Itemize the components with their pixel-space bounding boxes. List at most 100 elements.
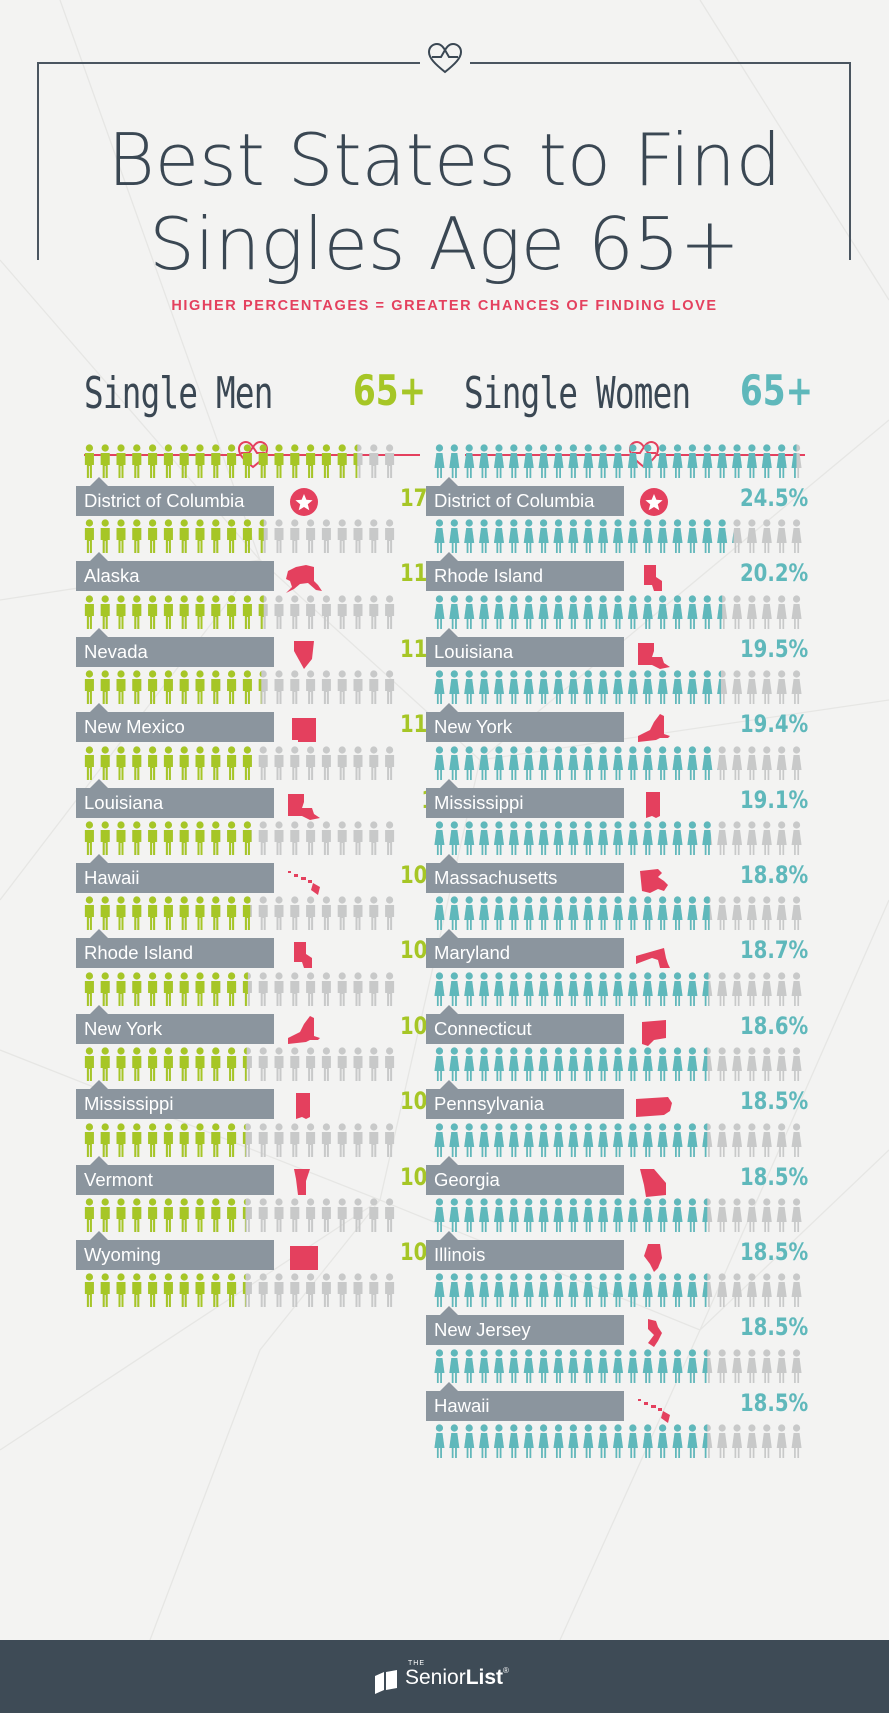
women-icon-bar-12	[434, 1349, 802, 1383]
women-column-title: Single Women	[464, 368, 691, 419]
wyoming-icon	[290, 1246, 318, 1270]
women-percentage: 18.5%	[739, 1162, 808, 1191]
women-state-label: New Jersey	[426, 1306, 624, 1346]
nevada-icon	[294, 640, 314, 669]
men-row-1: Alaska11.5%	[76, 552, 468, 594]
men-row-4: Louisiana11%	[76, 778, 468, 820]
massachusetts-icon	[640, 869, 668, 893]
book-icon	[375, 1670, 397, 1694]
hawaii-icon	[638, 1398, 670, 1423]
frame-left	[37, 62, 39, 260]
women-row-0: District of Columbia 24.5%	[426, 477, 808, 516]
men-icon-bar-3	[84, 670, 395, 705]
men-icon-bar-8	[84, 1047, 395, 1082]
georgia-icon	[640, 1168, 666, 1197]
women-row-6: Maryland 18.7%	[426, 929, 808, 969]
men-column-age: 65+	[353, 366, 427, 415]
men-state-label: New Mexico	[76, 703, 274, 743]
logo-reg: ®	[503, 1666, 509, 1675]
alaska-icon	[286, 565, 322, 594]
logo-list: List	[465, 1666, 504, 1689]
illinois-icon	[644, 1244, 662, 1272]
women-state-label: New York	[426, 703, 624, 743]
new-york-icon	[638, 714, 670, 743]
women-percentage: 18.5%	[739, 1388, 808, 1417]
connecticut-icon	[642, 1019, 666, 1046]
logo-wordmark: SeniorList®	[405, 1666, 509, 1690]
men-row-10: Wyoming10.3%	[76, 1231, 468, 1270]
logo-the: THE	[408, 1660, 425, 1667]
women-row-3: New York 19.4%	[426, 703, 808, 743]
women-icon-bar-final	[434, 1424, 802, 1459]
men-state-label: New York	[76, 1004, 274, 1044]
women-icon-bar-1	[434, 519, 802, 554]
men-row-0: District of Columbia17.4%	[76, 477, 468, 516]
footer	[0, 1640, 889, 1713]
women-icon-bar-2	[434, 595, 802, 629]
men-icon-bar-0	[84, 444, 395, 478]
logo-senior: Senior	[405, 1666, 466, 1689]
women-percentage: 18.5%	[739, 1238, 808, 1266]
men-row-7: New York10.5%	[76, 1004, 468, 1044]
men-row-8: Mississippi10.4%	[76, 1080, 468, 1120]
mississippi-icon	[296, 1093, 310, 1120]
women-row-2: Louisiana 19.5%	[426, 627, 808, 669]
men-state-label: Louisiana	[76, 778, 274, 818]
women-state-label: Connecticut	[426, 1004, 624, 1044]
women-percentage: 18.5%	[739, 1313, 808, 1342]
women-icon-bar-5	[434, 821, 802, 855]
women-icon-bar-4	[434, 745, 802, 780]
pennsylvania-icon	[636, 1097, 672, 1118]
senior-list-logo: THE SeniorList®	[370, 1660, 530, 1700]
men-icon-bar-1	[84, 519, 395, 554]
women-state-label: Rhode Island	[426, 552, 624, 592]
men-icon-bar-final	[84, 1273, 395, 1308]
men-row-9: Vermont10.3%	[76, 1155, 468, 1195]
hawaii-icon	[288, 871, 320, 895]
women-row-8: Pennsylvania 18.5%	[426, 1080, 808, 1120]
page-title-line-1: Best States to Find	[107, 118, 782, 202]
men-icon-bar-7	[84, 972, 395, 1006]
louisiana-icon	[288, 793, 320, 820]
women-percentage: 19.1%	[739, 785, 808, 814]
mississippi-icon	[646, 791, 660, 818]
men-state-label: Nevada	[76, 627, 274, 667]
new-mexico-icon	[292, 718, 316, 743]
women-row-7: Connecticut 18.6%	[426, 1004, 808, 1046]
men-icon-bar-9	[84, 1122, 395, 1157]
men-state-label: Rhode Island	[76, 929, 274, 969]
frame-right	[849, 62, 851, 260]
women-row-10: Illinois 18.5%	[426, 1231, 808, 1272]
men-state-label: Vermont	[76, 1155, 274, 1195]
women-row-11: New Jersey 18.5%	[426, 1306, 808, 1348]
women-percentage: 18.7%	[739, 936, 808, 965]
women-icon-bar-11	[434, 1273, 802, 1308]
women-percentage: 20.2%	[739, 559, 808, 588]
women-row-9: Georgia 18.5%	[426, 1155, 808, 1197]
women-row-4: Mississippi 19.1%	[426, 778, 808, 818]
men-icon-bar-6	[84, 896, 395, 931]
heart-icon	[427, 42, 463, 74]
men-icon-bar-5	[84, 821, 395, 855]
women-icon-bar-7	[434, 972, 802, 1006]
women-percentage: 18.6%	[739, 1011, 808, 1040]
page-title-line-2: Singles Age 65+	[149, 202, 740, 286]
women-percentage: 18.8%	[739, 861, 808, 889]
women-state-label: Georgia	[426, 1155, 624, 1195]
women-icon-bar-8	[434, 1047, 802, 1082]
women-percentage: 24.5%	[739, 484, 808, 512]
women-state-label: Illinois	[426, 1231, 624, 1270]
men-row-5: Hawaii10.8%	[76, 854, 468, 895]
frame-top-right	[470, 62, 851, 64]
women-percentage: 19.4%	[739, 710, 808, 739]
subtitle: HIGHER PERCENTAGES = GREATER CHANCES OF …	[171, 298, 718, 314]
men-row-6: Rhode Island10.7%	[76, 929, 468, 969]
new-york-icon	[288, 1015, 320, 1044]
frame-top-left	[37, 62, 420, 64]
women-state-label: Maryland	[426, 929, 624, 969]
vermont-icon	[294, 1168, 310, 1195]
women-percentage: 18.5%	[739, 1087, 808, 1116]
women-state-label: Mississippi	[426, 778, 624, 818]
men-row-3: New Mexico11.3%	[76, 703, 468, 743]
